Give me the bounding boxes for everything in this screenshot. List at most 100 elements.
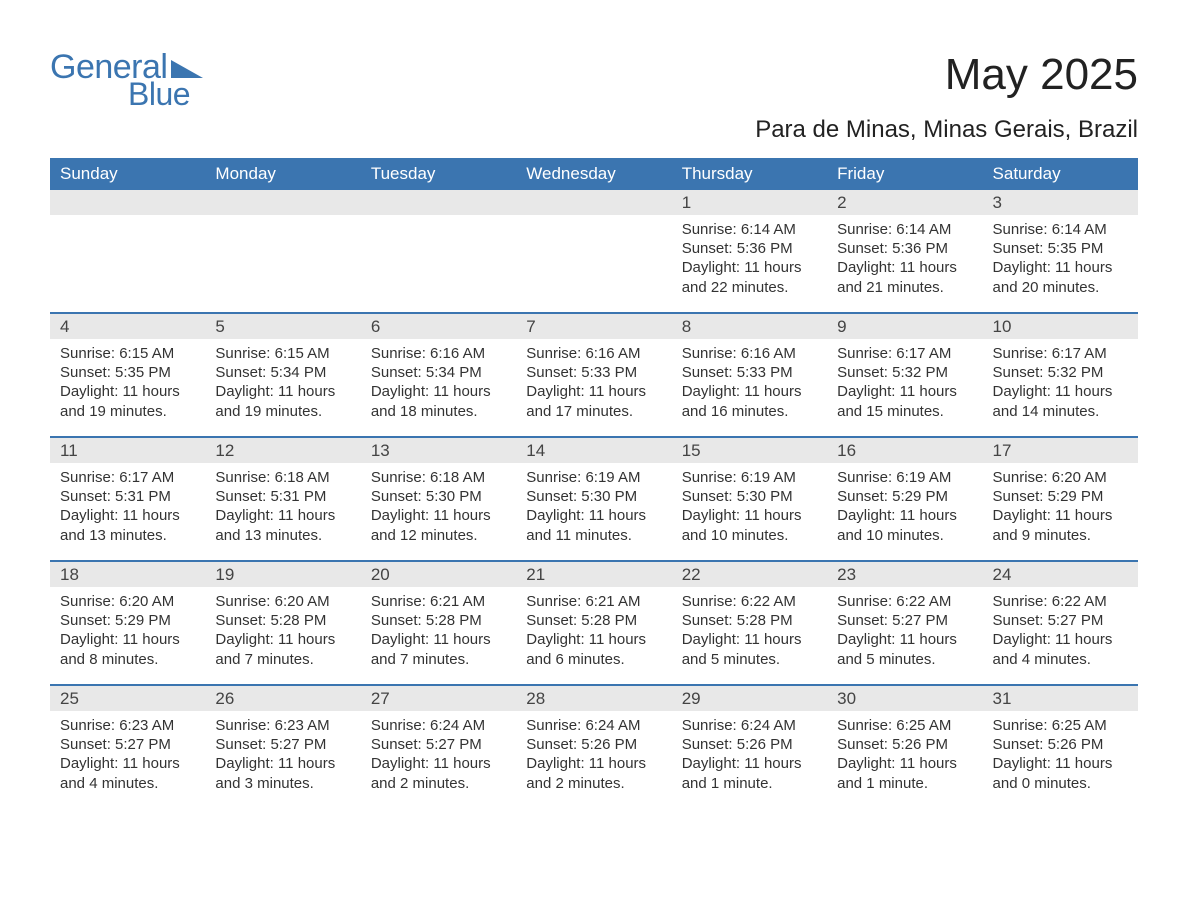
- calendar-day: 14Sunrise: 6:19 AMSunset: 5:30 PMDayligh…: [516, 438, 671, 560]
- day-number: 29: [672, 686, 827, 711]
- sunset-text: Sunset: 5:26 PM: [526, 735, 661, 754]
- sunrise-text: Sunrise: 6:24 AM: [371, 716, 506, 735]
- daylight-text: Daylight: 11 hours and 19 minutes.: [60, 382, 195, 420]
- daylight-text: Daylight: 11 hours and 13 minutes.: [60, 506, 195, 544]
- day-body: [205, 215, 360, 228]
- weekday-header-row: SundayMondayTuesdayWednesdayThursdayFrid…: [50, 158, 1138, 190]
- calendar-week: 4Sunrise: 6:15 AMSunset: 5:35 PMDaylight…: [50, 312, 1138, 436]
- daylight-text: Daylight: 11 hours and 1 minute.: [682, 754, 817, 792]
- sunset-text: Sunset: 5:29 PM: [993, 487, 1128, 506]
- daylight-text: Daylight: 11 hours and 22 minutes.: [682, 258, 817, 296]
- day-number: 25: [50, 686, 205, 711]
- daylight-text: Daylight: 11 hours and 17 minutes.: [526, 382, 661, 420]
- calendar-day: 25Sunrise: 6:23 AMSunset: 5:27 PMDayligh…: [50, 686, 205, 808]
- day-number: 13: [361, 438, 516, 463]
- sunrise-text: Sunrise: 6:16 AM: [682, 344, 817, 363]
- day-number: 28: [516, 686, 671, 711]
- calendar-day: 23Sunrise: 6:22 AMSunset: 5:27 PMDayligh…: [827, 562, 982, 684]
- daylight-text: Daylight: 11 hours and 12 minutes.: [371, 506, 506, 544]
- day-body: Sunrise: 6:22 AMSunset: 5:27 PMDaylight:…: [827, 587, 982, 677]
- day-number: 26: [205, 686, 360, 711]
- sunset-text: Sunset: 5:36 PM: [682, 239, 817, 258]
- sunrise-text: Sunrise: 6:16 AM: [526, 344, 661, 363]
- sunset-text: Sunset: 5:30 PM: [682, 487, 817, 506]
- day-body: Sunrise: 6:21 AMSunset: 5:28 PMDaylight:…: [361, 587, 516, 677]
- day-number: 15: [672, 438, 827, 463]
- calendar-day: 22Sunrise: 6:22 AMSunset: 5:28 PMDayligh…: [672, 562, 827, 684]
- day-number: [50, 190, 205, 215]
- calendar-day: 16Sunrise: 6:19 AMSunset: 5:29 PMDayligh…: [827, 438, 982, 560]
- day-number: 21: [516, 562, 671, 587]
- sunset-text: Sunset: 5:34 PM: [371, 363, 506, 382]
- day-number: 19: [205, 562, 360, 587]
- sunset-text: Sunset: 5:32 PM: [993, 363, 1128, 382]
- sunrise-text: Sunrise: 6:19 AM: [526, 468, 661, 487]
- calendar-day: 30Sunrise: 6:25 AMSunset: 5:26 PMDayligh…: [827, 686, 982, 808]
- sunrise-text: Sunrise: 6:24 AM: [526, 716, 661, 735]
- sunrise-text: Sunrise: 6:18 AM: [215, 468, 350, 487]
- calendar-day: 4Sunrise: 6:15 AMSunset: 5:35 PMDaylight…: [50, 314, 205, 436]
- sunrise-text: Sunrise: 6:17 AM: [993, 344, 1128, 363]
- calendar-day: [516, 190, 671, 312]
- sunset-text: Sunset: 5:28 PM: [371, 611, 506, 630]
- day-number: 16: [827, 438, 982, 463]
- calendar-day: 5Sunrise: 6:15 AMSunset: 5:34 PMDaylight…: [205, 314, 360, 436]
- calendar-day: [361, 190, 516, 312]
- calendar-day: 8Sunrise: 6:16 AMSunset: 5:33 PMDaylight…: [672, 314, 827, 436]
- calendar-day: 26Sunrise: 6:23 AMSunset: 5:27 PMDayligh…: [205, 686, 360, 808]
- day-number: 22: [672, 562, 827, 587]
- day-number: 14: [516, 438, 671, 463]
- location-subtitle: Para de Minas, Minas Gerais, Brazil: [50, 116, 1138, 144]
- day-body: Sunrise: 6:24 AMSunset: 5:26 PMDaylight:…: [516, 711, 671, 801]
- daylight-text: Daylight: 11 hours and 13 minutes.: [215, 506, 350, 544]
- sunrise-text: Sunrise: 6:21 AM: [526, 592, 661, 611]
- weekday-header: Thursday: [672, 158, 827, 190]
- day-body: Sunrise: 6:14 AMSunset: 5:36 PMDaylight:…: [827, 215, 982, 305]
- sunset-text: Sunset: 5:27 PM: [215, 735, 350, 754]
- sunrise-text: Sunrise: 6:21 AM: [371, 592, 506, 611]
- logo: General Blue: [50, 50, 203, 110]
- weekday-header: Sunday: [50, 158, 205, 190]
- calendar-day: 11Sunrise: 6:17 AMSunset: 5:31 PMDayligh…: [50, 438, 205, 560]
- calendar-day: 12Sunrise: 6:18 AMSunset: 5:31 PMDayligh…: [205, 438, 360, 560]
- day-body: Sunrise: 6:15 AMSunset: 5:34 PMDaylight:…: [205, 339, 360, 429]
- day-body: Sunrise: 6:16 AMSunset: 5:34 PMDaylight:…: [361, 339, 516, 429]
- sunset-text: Sunset: 5:36 PM: [837, 239, 972, 258]
- calendar-day: 21Sunrise: 6:21 AMSunset: 5:28 PMDayligh…: [516, 562, 671, 684]
- day-body: Sunrise: 6:20 AMSunset: 5:29 PMDaylight:…: [983, 463, 1138, 553]
- calendar-day: 7Sunrise: 6:16 AMSunset: 5:33 PMDaylight…: [516, 314, 671, 436]
- calendar-day: 3Sunrise: 6:14 AMSunset: 5:35 PMDaylight…: [983, 190, 1138, 312]
- day-number: [361, 190, 516, 215]
- day-body: Sunrise: 6:18 AMSunset: 5:30 PMDaylight:…: [361, 463, 516, 553]
- day-body: Sunrise: 6:19 AMSunset: 5:30 PMDaylight:…: [672, 463, 827, 553]
- sunrise-text: Sunrise: 6:19 AM: [682, 468, 817, 487]
- sunrise-text: Sunrise: 6:19 AM: [837, 468, 972, 487]
- day-body: Sunrise: 6:17 AMSunset: 5:32 PMDaylight:…: [983, 339, 1138, 429]
- daylight-text: Daylight: 11 hours and 7 minutes.: [215, 630, 350, 668]
- sunset-text: Sunset: 5:28 PM: [682, 611, 817, 630]
- sunrise-text: Sunrise: 6:14 AM: [682, 220, 817, 239]
- daylight-text: Daylight: 11 hours and 3 minutes.: [215, 754, 350, 792]
- calendar-day: 15Sunrise: 6:19 AMSunset: 5:30 PMDayligh…: [672, 438, 827, 560]
- daylight-text: Daylight: 11 hours and 0 minutes.: [993, 754, 1128, 792]
- sunrise-text: Sunrise: 6:24 AM: [682, 716, 817, 735]
- sunrise-text: Sunrise: 6:16 AM: [371, 344, 506, 363]
- day-number: 17: [983, 438, 1138, 463]
- day-number: 6: [361, 314, 516, 339]
- page-title: May 2025: [945, 50, 1138, 100]
- sunset-text: Sunset: 5:26 PM: [682, 735, 817, 754]
- day-number: 2: [827, 190, 982, 215]
- day-body: Sunrise: 6:17 AMSunset: 5:31 PMDaylight:…: [50, 463, 205, 553]
- day-number: 24: [983, 562, 1138, 587]
- day-body: Sunrise: 6:14 AMSunset: 5:36 PMDaylight:…: [672, 215, 827, 305]
- sunrise-text: Sunrise: 6:18 AM: [371, 468, 506, 487]
- daylight-text: Daylight: 11 hours and 11 minutes.: [526, 506, 661, 544]
- sunset-text: Sunset: 5:35 PM: [60, 363, 195, 382]
- day-number: 12: [205, 438, 360, 463]
- day-body: Sunrise: 6:23 AMSunset: 5:27 PMDaylight:…: [50, 711, 205, 801]
- day-number: 8: [672, 314, 827, 339]
- day-body: Sunrise: 6:16 AMSunset: 5:33 PMDaylight:…: [516, 339, 671, 429]
- day-number: 23: [827, 562, 982, 587]
- sunrise-text: Sunrise: 6:20 AM: [60, 592, 195, 611]
- calendar-day: 20Sunrise: 6:21 AMSunset: 5:28 PMDayligh…: [361, 562, 516, 684]
